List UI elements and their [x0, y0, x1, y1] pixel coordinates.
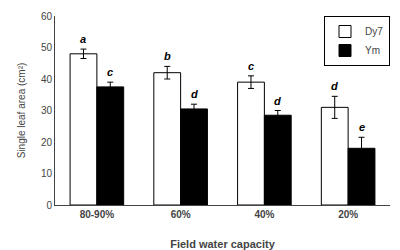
svg-text:d: d — [331, 80, 338, 92]
svg-text:b: b — [164, 50, 171, 62]
svg-text:20%: 20% — [338, 209, 358, 220]
svg-text:30: 30 — [41, 105, 53, 116]
svg-text:60%: 60% — [171, 209, 191, 220]
svg-text:50: 50 — [41, 42, 53, 53]
svg-text:Dy7: Dy7 — [365, 26, 383, 37]
svg-text:40%: 40% — [254, 209, 274, 220]
svg-text:d: d — [274, 95, 281, 107]
svg-text:a: a — [80, 33, 86, 45]
svg-text:40: 40 — [41, 74, 53, 85]
svg-text:Single leaf area (cm²): Single leaf area (cm²) — [16, 63, 27, 159]
svg-text:20: 20 — [41, 137, 53, 148]
svg-text:e: e — [359, 121, 365, 133]
svg-text:c: c — [248, 60, 254, 72]
svg-text:d: d — [191, 88, 198, 100]
svg-text:c: c — [107, 66, 113, 78]
svg-text:10: 10 — [41, 168, 53, 179]
svg-text:Ym: Ym — [365, 45, 380, 56]
svg-text:80-90%: 80-90% — [80, 209, 115, 220]
svg-text:Field water capacity: Field water capacity — [170, 238, 275, 250]
svg-text:0: 0 — [46, 200, 52, 211]
svg-text:60: 60 — [41, 11, 53, 22]
